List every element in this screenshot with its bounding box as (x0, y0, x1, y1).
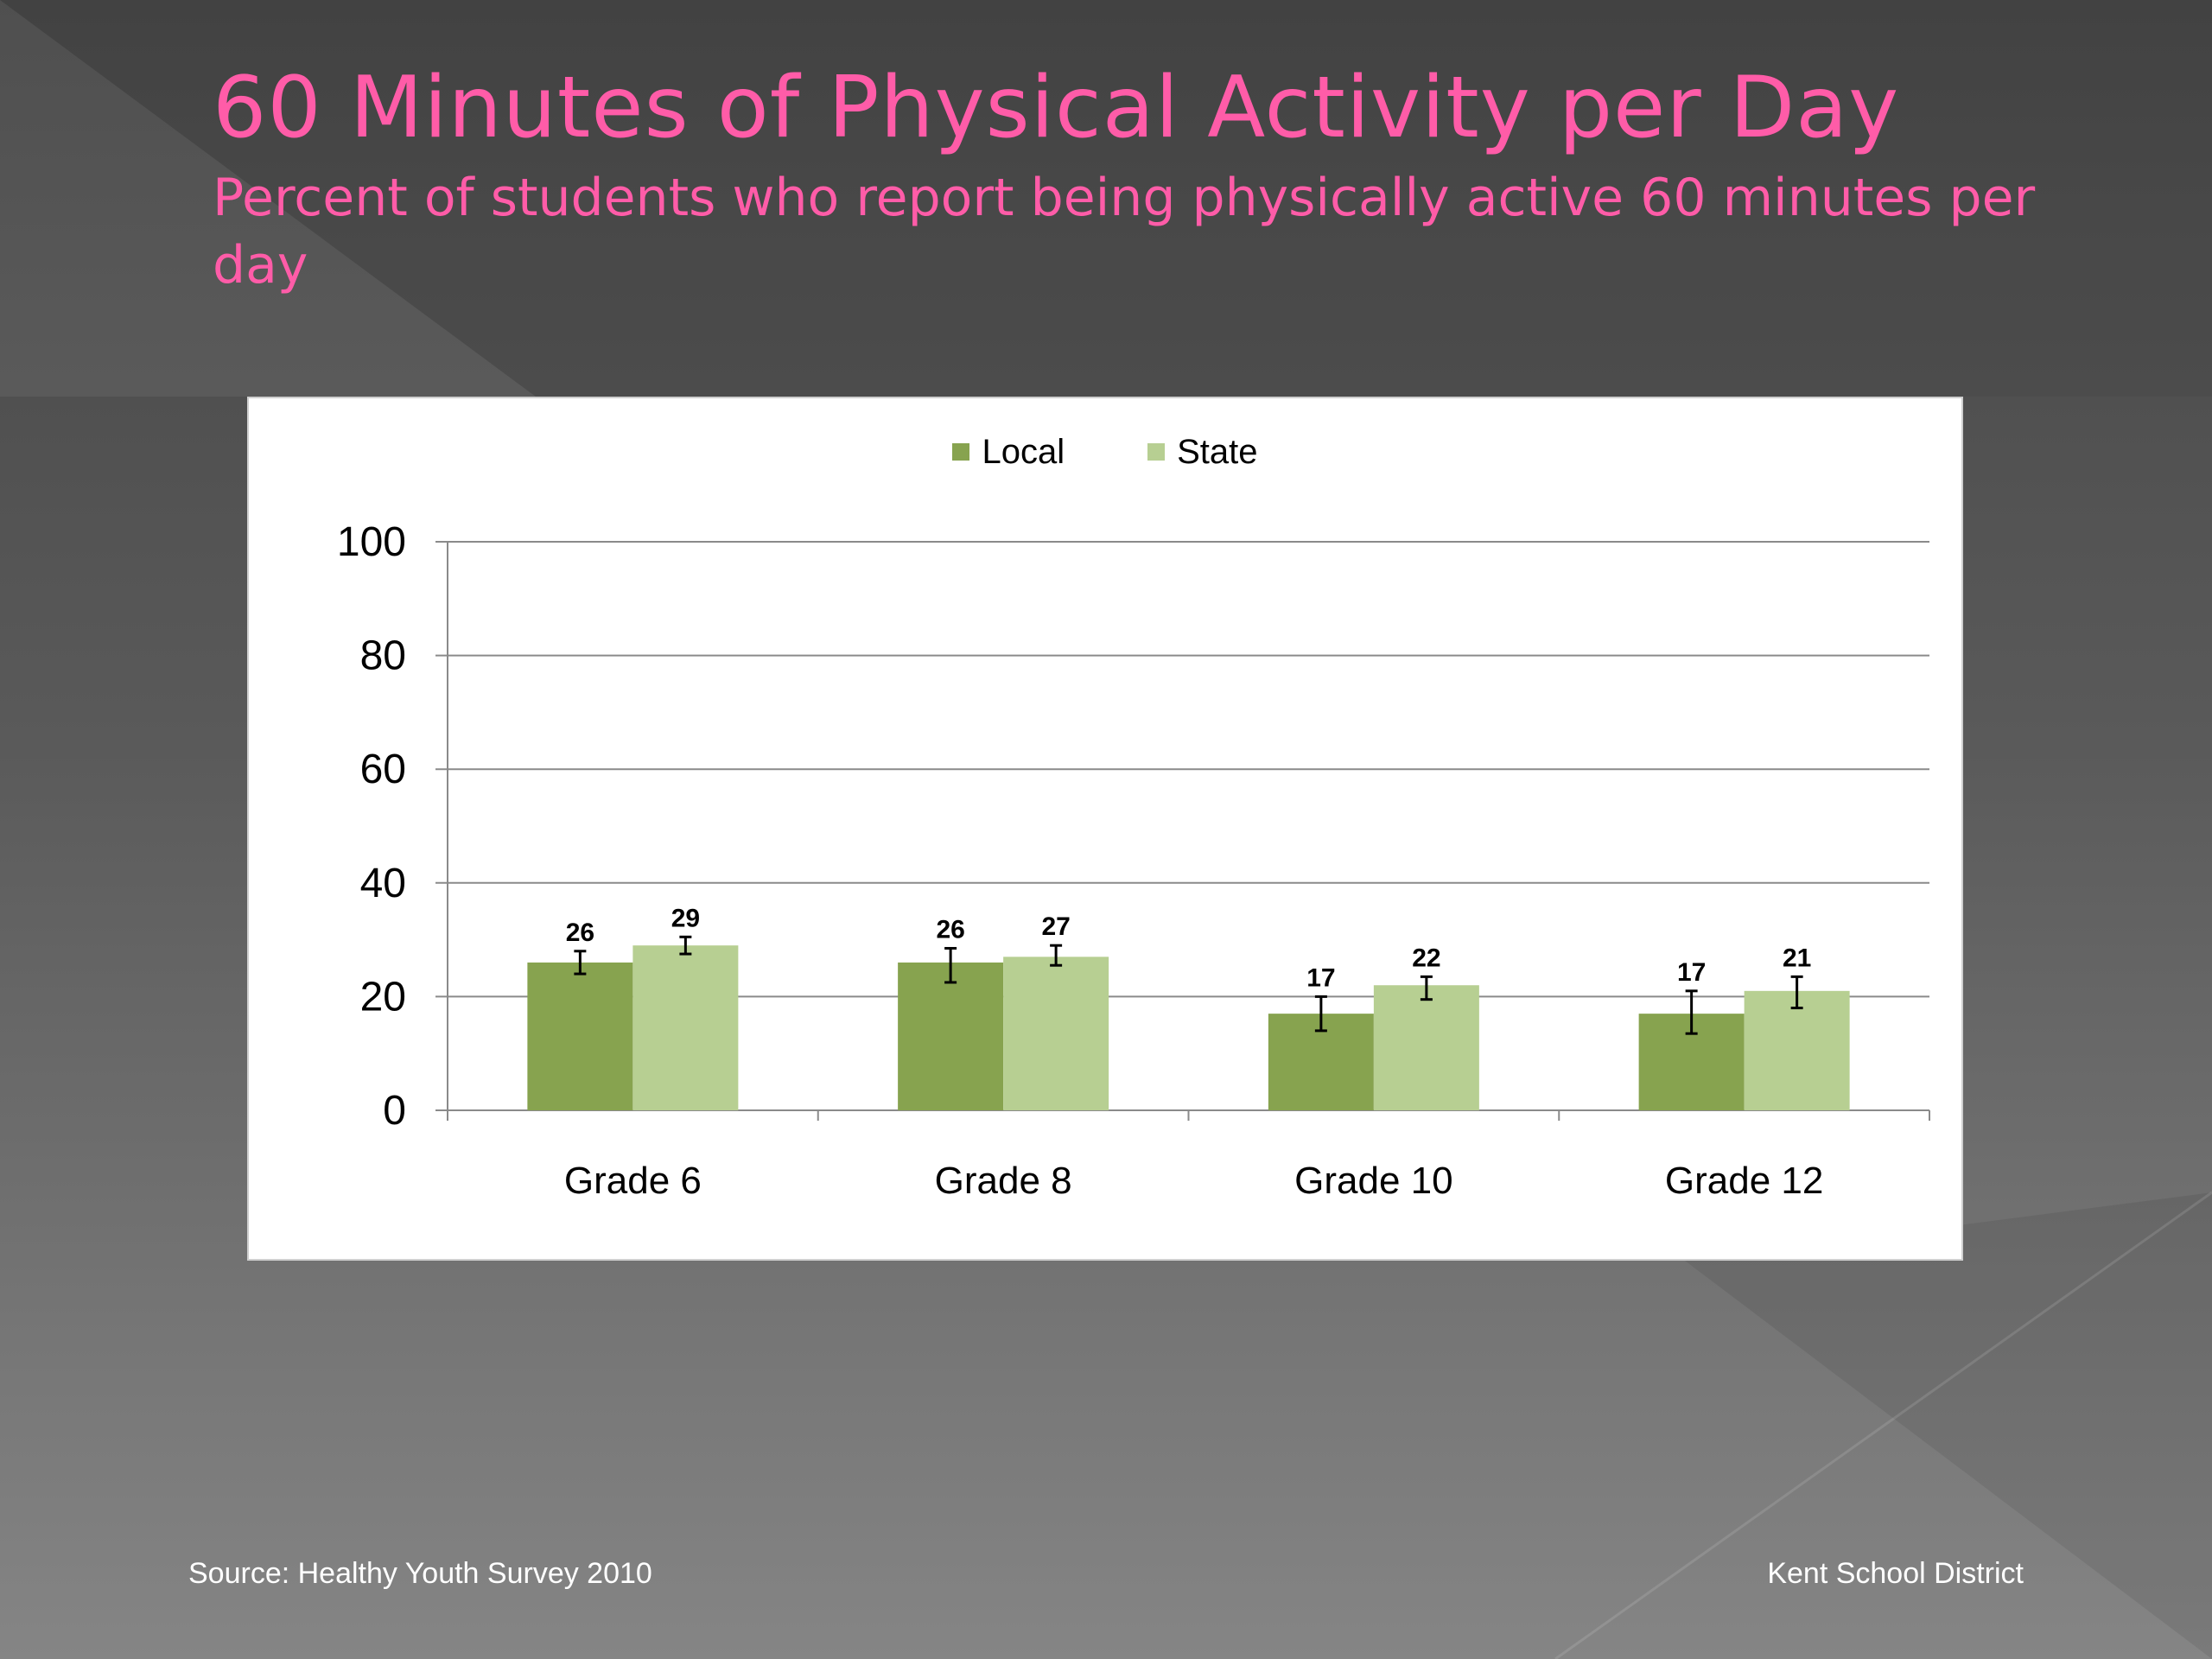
bar-local (898, 962, 1004, 1110)
chart-panel: Local State 0 20 40 60 80 100 26 29 Grade 6 26 27 G… (247, 397, 1963, 1261)
data-label: 27 (1041, 912, 1070, 941)
district-name: Kent School District (1767, 1557, 2024, 1590)
source-note: Source: Healthy Youth Survey 2010 (188, 1557, 652, 1590)
data-label: 26 (936, 915, 964, 944)
chart-legend: Local State (249, 426, 1961, 478)
y-tick-label: 20 (360, 974, 406, 1020)
legend-item-local: Local (952, 433, 1065, 472)
data-label: 17 (1306, 963, 1335, 992)
x-category-label: Grade 10 (1294, 1160, 1452, 1202)
legend-label-local: Local (982, 432, 1065, 471)
x-category-label: Grade 8 (935, 1160, 1072, 1202)
x-category-label: Grade 6 (564, 1160, 702, 1202)
data-label: 22 (1412, 944, 1440, 972)
bar-chart: 0 20 40 60 80 100 26 29 Grade 6 26 27 Grade 8 17 22 Gr… (337, 519, 1930, 1202)
data-label: 26 (566, 918, 594, 947)
y-tick-label: 40 (360, 861, 406, 906)
legend-swatch-state (1147, 443, 1166, 461)
y-tick-label: 100 (337, 519, 406, 565)
slide-subtitle: Percent of students who report being phy… (213, 168, 2036, 296)
data-label: 17 (1677, 958, 1706, 987)
y-tick-label: 60 (360, 747, 406, 792)
legend-item-state: State (1147, 432, 1258, 472)
legend-label-state: State (1177, 432, 1258, 471)
data-label: 29 (671, 904, 700, 932)
bar-state (1003, 957, 1109, 1110)
y-tick-label: 80 (360, 633, 406, 679)
y-tick-label: 0 (383, 1088, 406, 1134)
bar-state (1744, 990, 1850, 1110)
bar-local (527, 962, 633, 1110)
slide-title: 60 Minutes of Physical Activity per Day (213, 59, 1900, 157)
bar-state (1373, 985, 1479, 1110)
x-category-label: Grade 12 (1665, 1160, 1823, 1202)
data-label: 21 (1783, 944, 1811, 972)
legend-swatch-local (952, 443, 970, 461)
bar-state (632, 945, 739, 1110)
